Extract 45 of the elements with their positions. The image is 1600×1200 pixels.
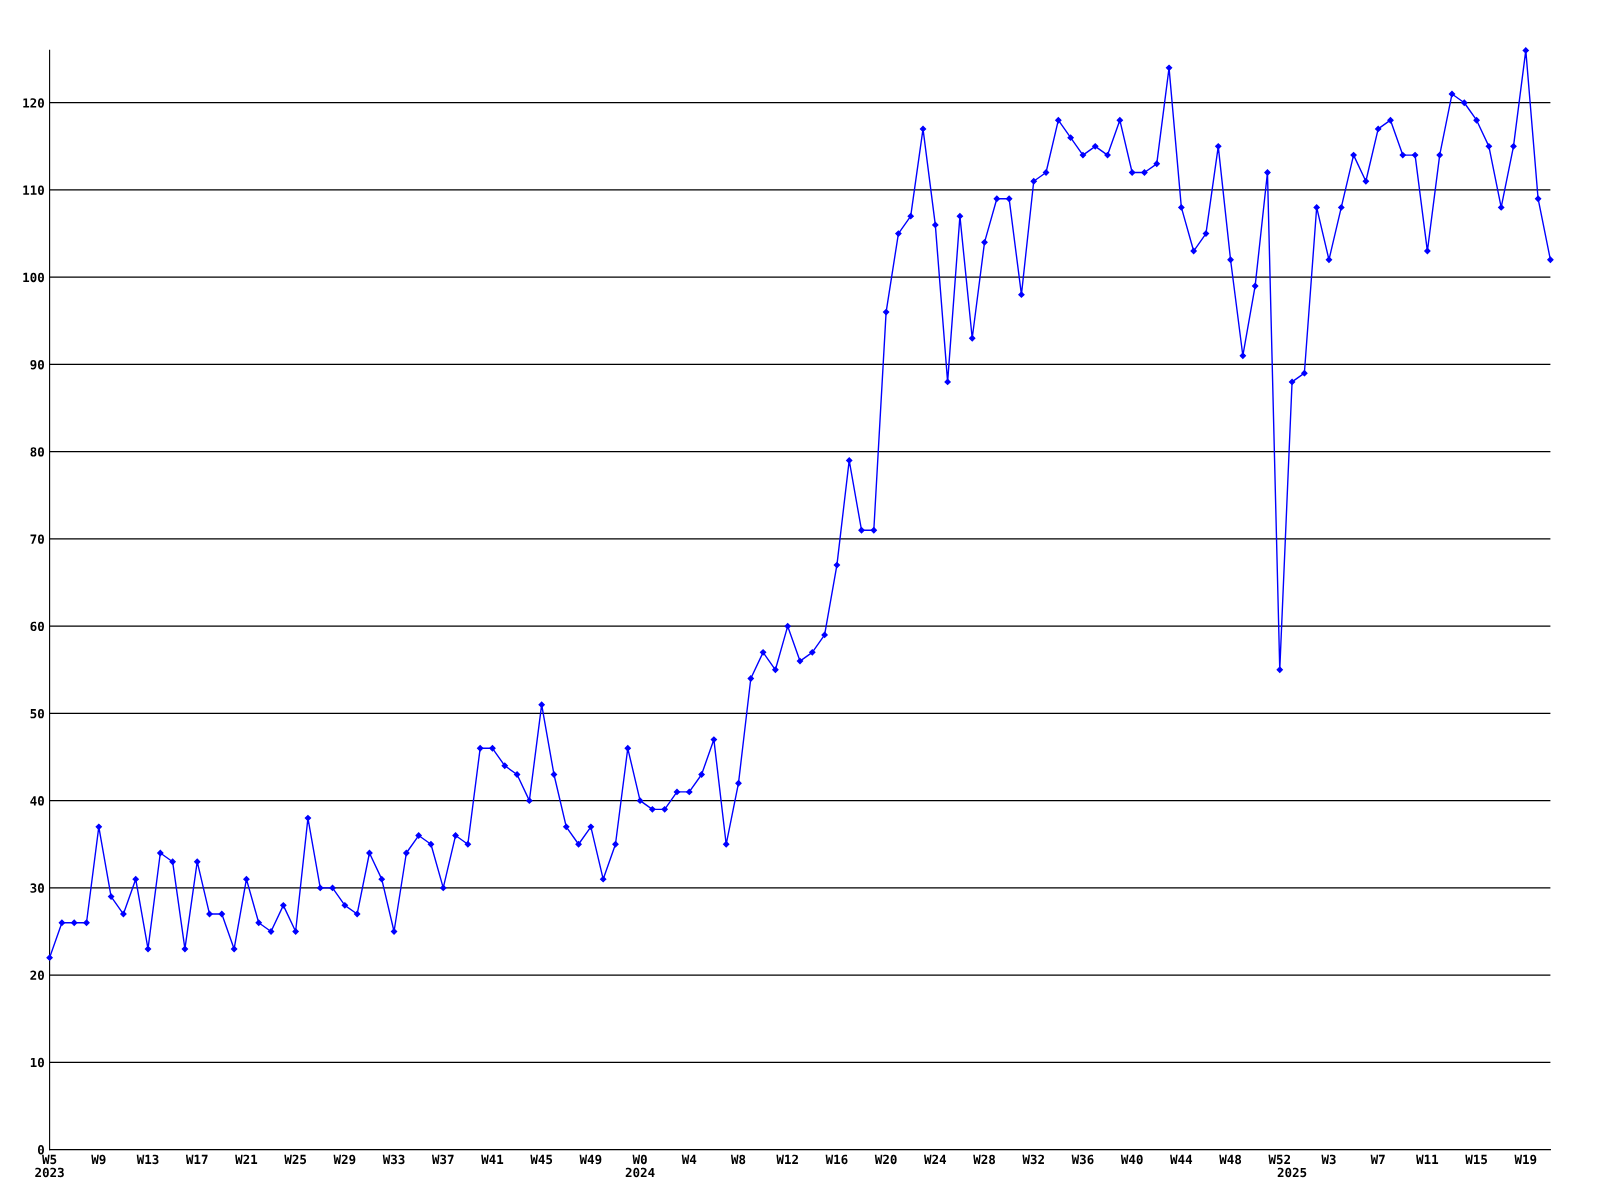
x-tick-label: W13 [136,1154,159,1165]
y-tick-label: 30 [30,883,44,893]
y-tick-label: 50 [30,708,44,719]
y-tick-label: 0 [37,1145,44,1155]
y-tick-label: 100 [23,272,44,283]
x-tick-label: W15 [1465,1154,1488,1165]
x-tick-label: W5 2023 [35,1154,64,1178]
x-tick-label: W52 [1268,1154,1291,1165]
x-tick-label: W33 [382,1154,405,1165]
x-tick-label: W3 [1321,1154,1336,1165]
y-tick-label: 80 [30,447,44,457]
x-tick-label: W20 [874,1154,897,1165]
y-tick-label: 10 [30,1057,44,1068]
y-tick-label: 110 [23,185,44,195]
x-tick-label: W28 [973,1154,996,1165]
y-tick-label: 60 [30,621,44,632]
x-tick-label: W12 [776,1154,798,1164]
x-tick-label: W7 [1370,1154,1385,1164]
x-tick-label: W8 [730,1154,746,1165]
x-tick-label: W9 [91,1154,106,1165]
x-tick-label: W11 [1416,1154,1439,1164]
x-tick-label: W25 [284,1154,307,1165]
x-tick-label: W32 [1022,1154,1044,1165]
x-tick-label: W19 [1514,1154,1537,1165]
x-tick-label: W36 [1071,1154,1094,1165]
y-tick-label: 120 [23,98,44,108]
y-tick-label: 20 [30,970,44,981]
x-tick-label: W4 [681,1154,697,1164]
x-tick-label: W24 [924,1154,947,1164]
x-tick-label: W41 [481,1154,504,1164]
x-tick-label: W0 2024 [625,1154,655,1178]
x-tick-label: W40 [1120,1154,1143,1165]
x-tick-label: 2025 [1277,1167,1307,1178]
x-tick-label: W29 [333,1154,356,1165]
x-tick-label: W21 [235,1154,258,1164]
x-tick-label: W49 [579,1154,602,1165]
x-tick-label: W48 [1219,1154,1242,1165]
y-tick-label: 70 [30,534,44,544]
x-tick-label: W37 [431,1154,454,1165]
y-tick-label: 90 [30,359,44,370]
x-tick-label: W16 [825,1154,848,1165]
x-tick-label: W44 [1170,1154,1193,1164]
y-tick-label: 40 [30,796,44,806]
x-tick-label: W45 [530,1154,553,1165]
x-tick-label: W17 [185,1154,208,1164]
